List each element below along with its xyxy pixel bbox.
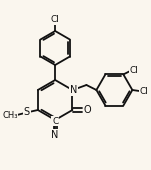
Text: Cl: Cl [51, 15, 60, 24]
Text: S: S [24, 107, 30, 117]
Text: C: C [52, 116, 58, 125]
Text: Cl: Cl [140, 88, 149, 97]
Text: Cl: Cl [130, 66, 139, 75]
Text: N: N [51, 130, 59, 140]
Text: O: O [84, 105, 91, 115]
Text: CH₃: CH₃ [2, 112, 18, 121]
Text: N: N [70, 85, 77, 95]
